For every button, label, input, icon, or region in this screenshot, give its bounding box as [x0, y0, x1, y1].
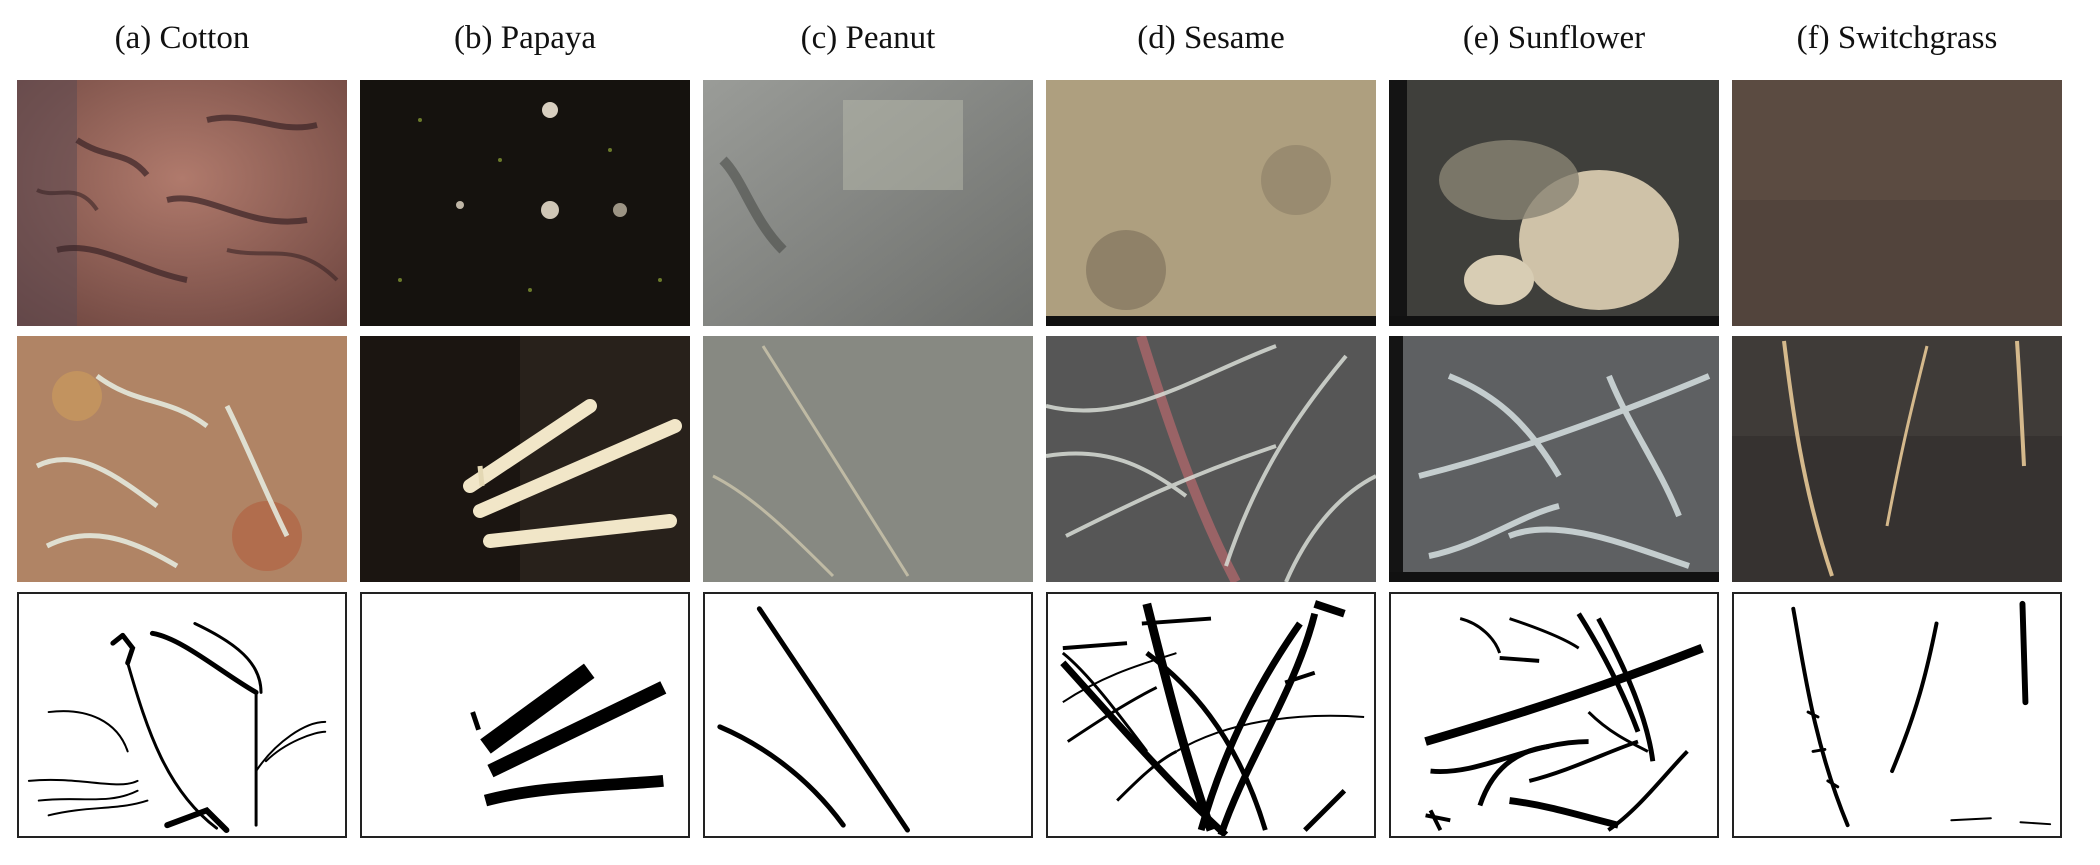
peanut-root-mask	[703, 592, 1033, 838]
papaya-soil-image	[360, 80, 690, 326]
sunflower-root-mask	[1389, 592, 1719, 838]
switchgrass-root-mask	[1732, 592, 2062, 838]
peanut-soil-image	[703, 80, 1033, 326]
caption-switchgrass: (f) Switchgrass	[1796, 20, 1998, 56]
caption-papaya: (b) Papaya	[453, 20, 597, 56]
sesame-root-image	[1046, 336, 1376, 582]
cotton-root-image	[17, 336, 347, 582]
papaya-root-image	[360, 336, 690, 582]
caption-sesame: (d) Sesame	[1137, 20, 1285, 56]
switchgrass-soil-image	[1732, 80, 2062, 326]
caption-cotton: (a) Cotton	[114, 20, 250, 56]
sunflower-root-image	[1389, 336, 1719, 582]
sesame-soil-image	[1046, 80, 1376, 326]
sesame-root-mask	[1046, 592, 1376, 838]
caption-sunflower: (e) Sunflower	[1462, 20, 1646, 56]
papaya-root-mask	[360, 592, 690, 838]
cotton-soil-image	[17, 80, 347, 326]
peanut-root-image	[703, 336, 1033, 582]
caption-peanut: (c) Peanut	[800, 20, 936, 56]
cotton-root-mask	[17, 592, 347, 838]
switchgrass-root-image	[1732, 336, 2062, 582]
sunflower-soil-image	[1389, 80, 1719, 326]
